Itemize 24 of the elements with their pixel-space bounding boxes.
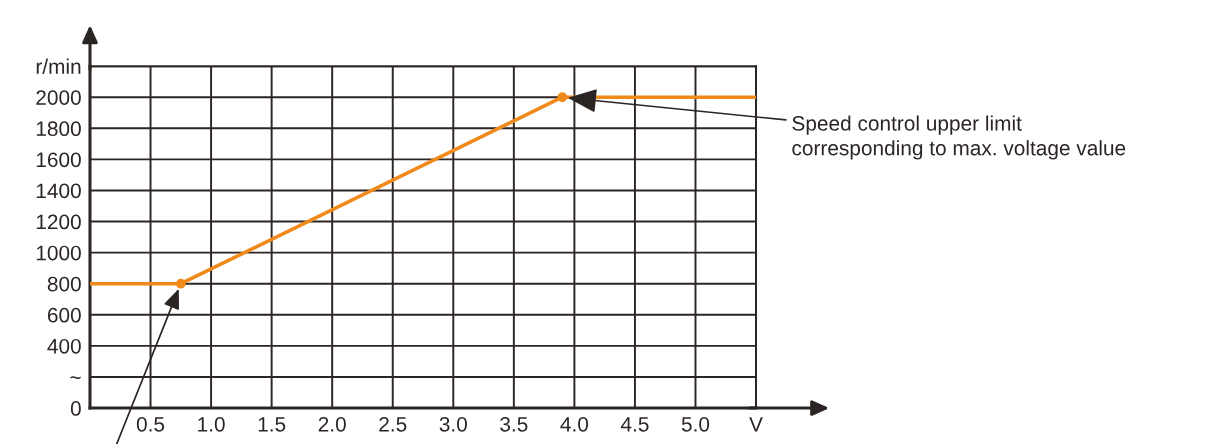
x-tick-label: V [749, 417, 763, 432]
annotation: Speed control upper limit corresponding to max. voltage value [792, 115, 1126, 160]
y-tick-label: 800 [47, 276, 81, 292]
x-tick-label: 0.5 [136, 416, 165, 432]
y-tick-label: 1800 [36, 121, 81, 137]
x-tick-label: 1.0 [198, 416, 225, 432]
x-tick-label: 4.5 [620, 417, 649, 432]
y-tick-label: 1200 [36, 214, 81, 230]
y-tick-label: 400 [47, 338, 81, 354]
x-tick-label: 4.0 [560, 416, 589, 432]
y-tick-label: r/min [36, 58, 81, 74]
y-tick-label: 1000 [36, 245, 81, 261]
x-tick-label: 1.5 [258, 417, 286, 432]
x-tick-label: 3.5 [500, 416, 528, 432]
y-tick-label: 2000 [36, 90, 81, 105]
y-tick-label: 0 [70, 401, 81, 416]
x-tick-label: 2.0 [318, 416, 346, 432]
y-tick-label: ~ [70, 376, 81, 379]
x-tick-label: 2.5 [379, 416, 407, 432]
y-tick-label: 1600 [36, 152, 81, 168]
x-tick-label: 5.0 [681, 416, 710, 432]
x-tick-label: 3.0 [439, 416, 467, 432]
y-tick-label: 600 [47, 307, 81, 323]
y-tick-label: 1400 [36, 183, 81, 199]
